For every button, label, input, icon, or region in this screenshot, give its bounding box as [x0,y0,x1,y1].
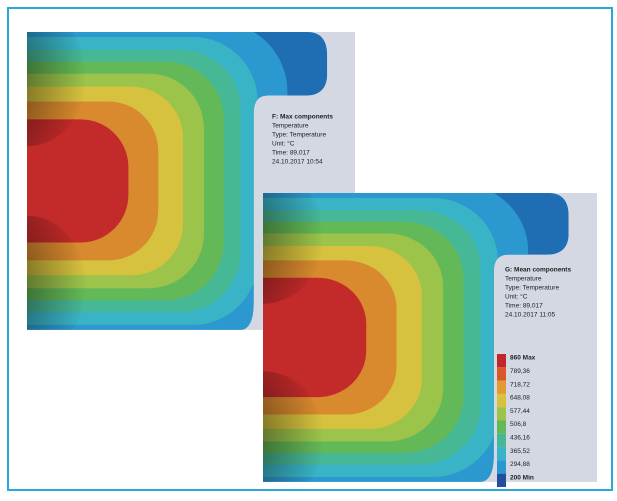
frame [7,7,613,491]
panel-title: G: Mean components [505,267,571,274]
info-line: Type: Temperature [505,285,559,292]
info-line: Unit: °C [272,140,295,148]
legend-swatch [497,380,506,394]
annotations: F: Max components Temperature Type: Temper… [272,114,571,487]
legend-swatch [497,407,506,421]
legend-label: 789,36 [510,368,530,375]
legend-swatch [497,393,506,408]
info-line: Unit: °C [505,293,528,301]
panel-title: F: Max components [272,114,333,121]
info-line: 24.10.2017 10:54 [272,159,323,166]
legend-swatch [497,420,506,434]
legend-label: 294,88 [510,461,530,468]
info-line: Temperature [272,123,309,130]
legend-label: 648,08 [510,395,530,402]
info-line: 24.10.2017 11:05 [505,312,556,319]
legend-swatch [497,460,506,474]
info-line: Temperature [505,276,542,283]
legend-label: 506,8 [510,421,527,428]
legend-swatch [497,433,506,448]
legend-swatch [497,367,506,381]
info-line: Time: 89,017 [272,150,310,157]
legend-swatch [497,447,506,461]
legend-label: 718,72 [510,381,530,388]
legend-label: 365,52 [510,448,530,455]
legend-label: 436,16 [510,435,530,442]
legend-label: 577,44 [510,408,530,415]
legend-swatch [497,473,506,487]
legend-swatch [497,354,506,368]
info-line: Type: Temperature [272,132,326,139]
legend-label: 200 Min [510,474,534,481]
info-line: Time: 89,017 [505,303,543,310]
legend-label: 860 Max [510,355,536,362]
